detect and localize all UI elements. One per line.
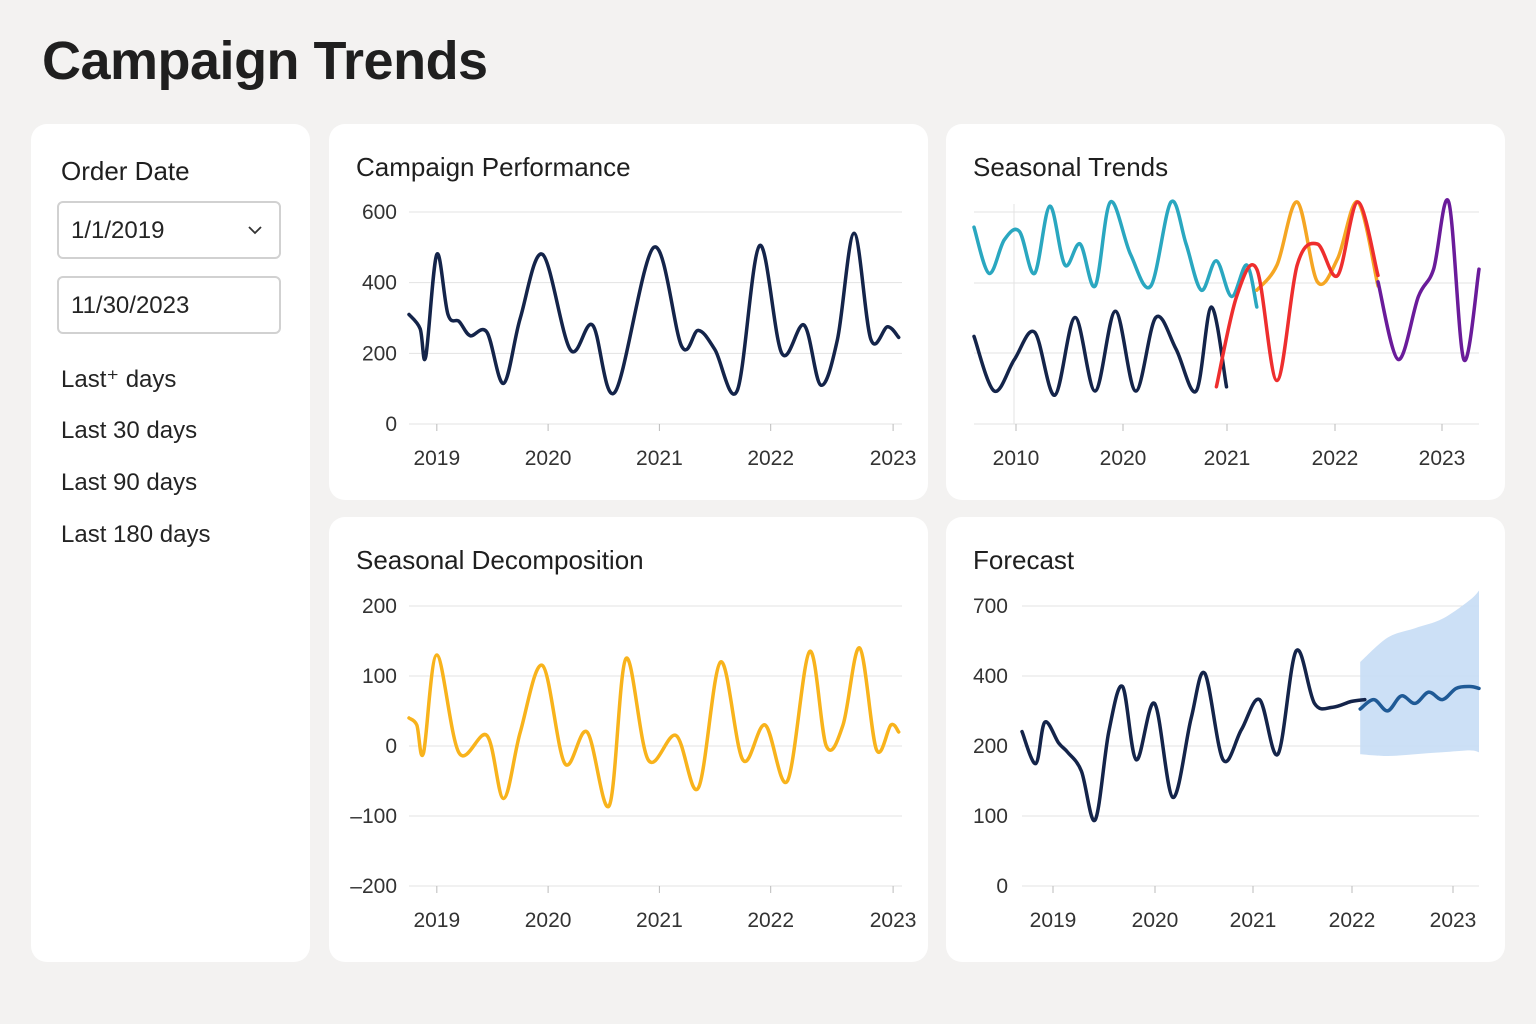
y-tick-label: –100 xyxy=(350,805,397,828)
chevron-down-icon xyxy=(248,226,262,235)
campaign-performance-chart: 600 400 200 0 2019 2020 2021 2022 2023 xyxy=(362,201,917,470)
y-tick-label: 700 xyxy=(973,595,1008,618)
chart-title: Campaign Performance xyxy=(356,152,631,182)
x-tick-label: 2023 xyxy=(1419,447,1466,470)
x-tick-label: 2019 xyxy=(1030,909,1077,932)
x-tick-label: 2021 xyxy=(636,447,683,470)
preset-last-30-days[interactable]: Last 30 days xyxy=(61,417,198,444)
series-line xyxy=(407,231,901,396)
end-date-value: 11/30/2023 xyxy=(71,292,190,319)
y-tick-label: 0 xyxy=(385,413,397,436)
y-tick-label: 400 xyxy=(362,272,397,295)
x-tick-label: 2020 xyxy=(525,909,572,932)
forecast-card: 700 400 200 100 0 2019 2020 2021 2022 2023 Foreca… xyxy=(946,517,1505,962)
seasonal-trends-card: 2010 2020 2021 2022 2023 Seasonal Trends xyxy=(946,124,1505,500)
chart-title: Seasonal Trends xyxy=(973,152,1169,182)
x-tick-label: 2023 xyxy=(870,909,917,932)
x-tick-label: 2022 xyxy=(1329,909,1376,932)
forecast-chart: 700 400 200 100 0 2019 2020 2021 2022 2023 xyxy=(973,590,1481,932)
x-tick-label: 2022 xyxy=(747,447,794,470)
y-tick-label: 200 xyxy=(362,342,397,365)
chart-title: Seasonal Decomposition xyxy=(356,545,644,575)
y-tick-label: 100 xyxy=(973,805,1008,828)
y-tick-label: –200 xyxy=(350,875,397,898)
seasonal-decomposition-card: 200 100 0 –100 –200 2019 2020 2021 2022 2023 Seas… xyxy=(329,517,928,962)
x-tick-label: 2020 xyxy=(1100,447,1147,470)
start-date-value: 1/1/2019 xyxy=(71,217,165,244)
x-tick-label: 2020 xyxy=(1132,909,1179,932)
y-tick-label: 600 xyxy=(362,201,397,224)
series-line xyxy=(972,199,1259,309)
x-tick-label: 2023 xyxy=(1430,909,1477,932)
series-line xyxy=(1020,648,1367,823)
x-tick-label: 2019 xyxy=(413,909,460,932)
series-line xyxy=(972,305,1229,397)
x-tick-label: 2021 xyxy=(1230,909,1277,932)
date-filter-panel: Order Date 1/1/2019 11/30/2023 Last⁺ day… xyxy=(31,124,310,962)
x-tick-label: 2019 xyxy=(413,447,460,470)
series-line xyxy=(407,646,901,809)
x-tick-label: 2020 xyxy=(525,447,572,470)
y-tick-label: 400 xyxy=(973,665,1008,688)
end-date-field[interactable]: 11/30/2023 xyxy=(57,276,281,334)
y-tick-label: 0 xyxy=(996,875,1008,898)
x-tick-label: 2023 xyxy=(870,447,917,470)
y-tick-label: 200 xyxy=(362,595,397,618)
y-tick-label: 100 xyxy=(362,665,397,688)
seasonal-trends-chart: 2010 2020 2021 2022 2023 xyxy=(972,198,1481,470)
series-line xyxy=(1214,200,1380,389)
x-tick-label: 2022 xyxy=(1312,447,1359,470)
page-title: Campaign Trends xyxy=(42,31,488,91)
filter-title: Order Date xyxy=(61,156,190,186)
series-line xyxy=(1358,684,1481,713)
forecast-confidence-band xyxy=(1360,590,1479,756)
x-tick-label: 2021 xyxy=(1204,447,1251,470)
x-tick-label: 2010 xyxy=(993,447,1040,470)
series-line xyxy=(1376,198,1481,363)
campaign-performance-card: 600 400 200 0 2019 2020 2021 2022 2023 Campaign … xyxy=(329,124,928,500)
chart-title: Forecast xyxy=(973,545,1075,575)
preset-last-180-days[interactable]: Last 180 days xyxy=(61,521,211,548)
series-line xyxy=(1255,200,1380,292)
preset-last-days[interactable]: Last⁺ days xyxy=(61,366,177,393)
preset-last-90-days[interactable]: Last 90 days xyxy=(61,469,198,496)
y-tick-label: 0 xyxy=(385,735,397,758)
y-tick-label: 200 xyxy=(973,735,1008,758)
x-tick-label: 2021 xyxy=(636,909,683,932)
seasonal-decomposition-chart: 200 100 0 –100 –200 2019 2020 2021 2022 2023 xyxy=(350,595,917,932)
x-tick-label: 2022 xyxy=(747,909,794,932)
start-date-dropdown[interactable]: 1/1/2019 xyxy=(57,201,281,259)
